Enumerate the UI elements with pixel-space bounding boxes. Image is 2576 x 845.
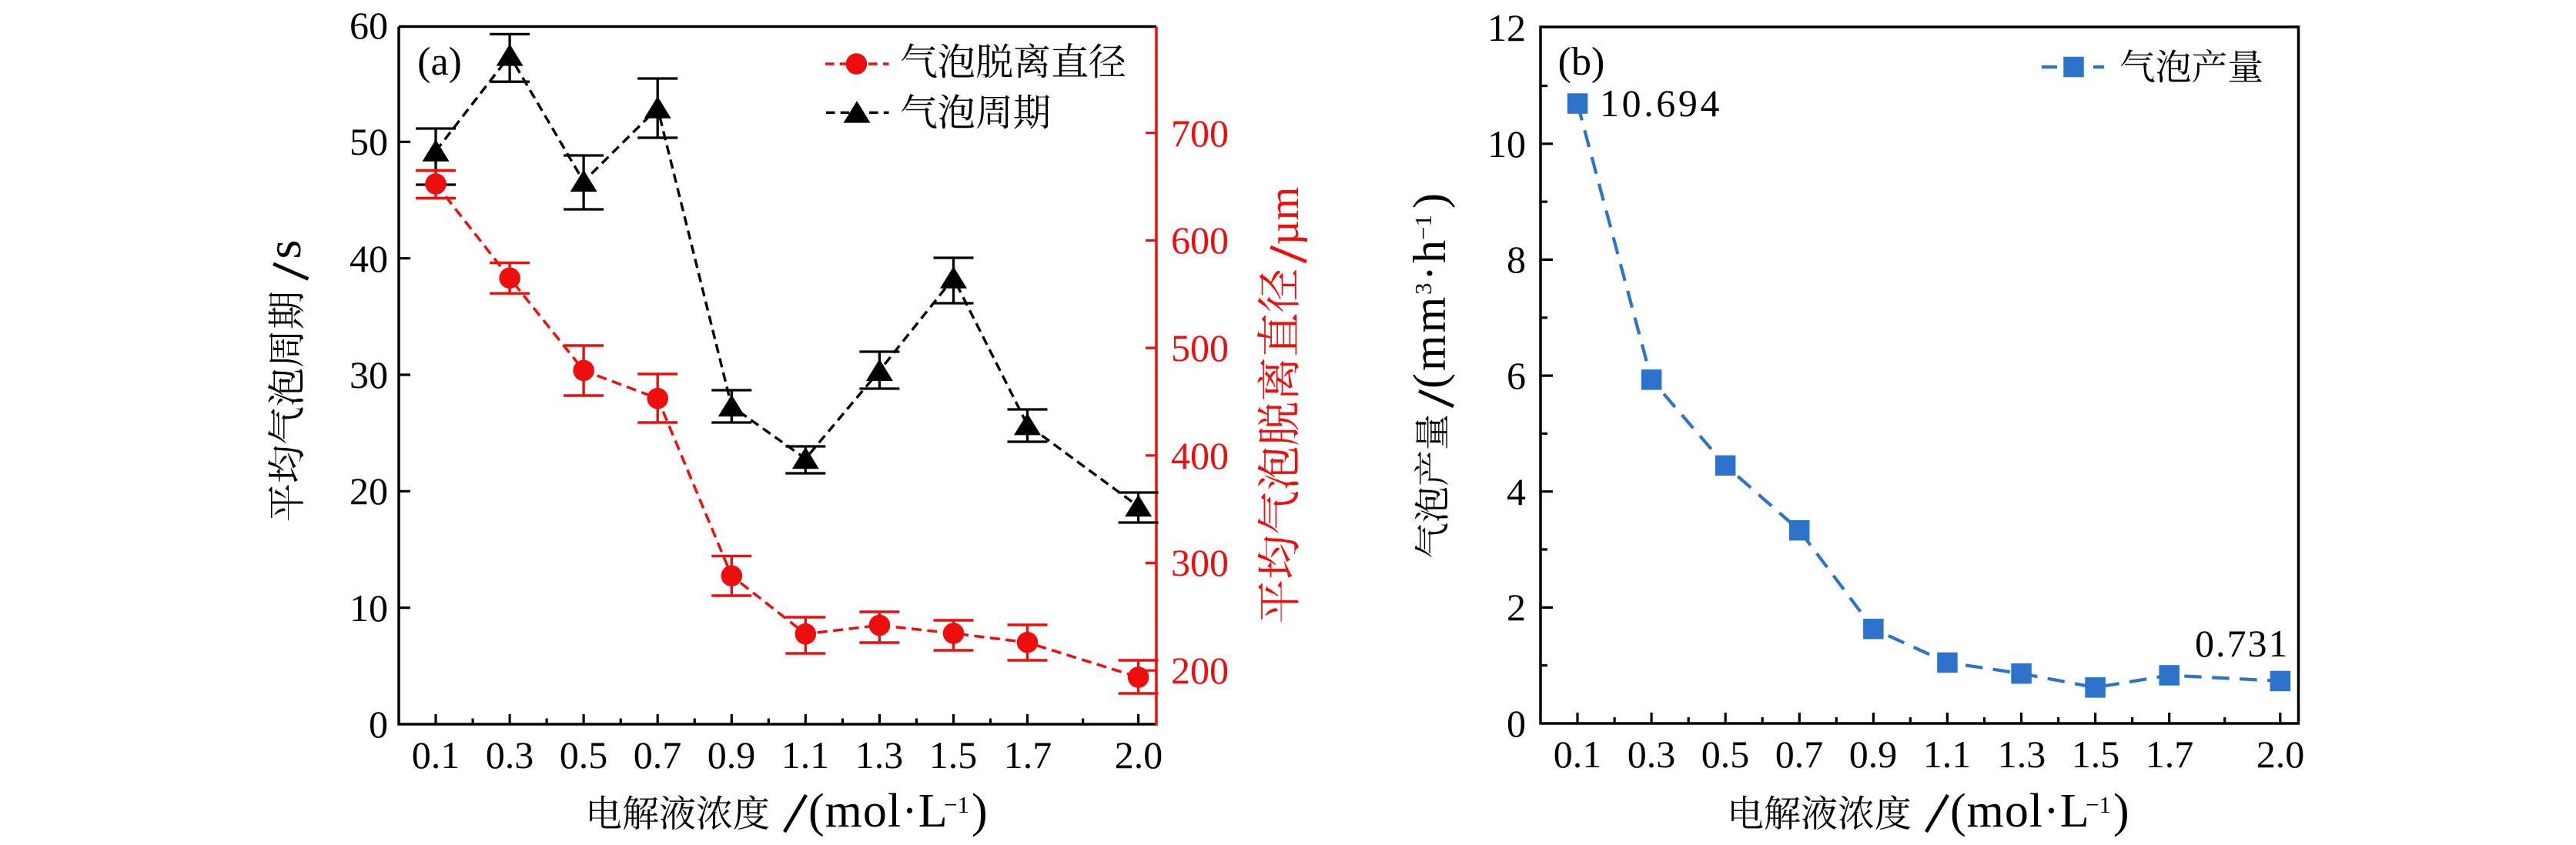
svg-text:0.1: 0.1	[412, 733, 460, 777]
svg-text:0.5: 0.5	[1701, 733, 1750, 776]
svg-text:10.694: 10.694	[1600, 82, 1722, 125]
svg-text:1.1: 1.1	[1923, 733, 1972, 776]
svg-text:50: 50	[350, 120, 388, 163]
svg-text:1.7: 1.7	[2146, 733, 2194, 776]
svg-text:0.9: 0.9	[708, 733, 756, 777]
svg-text:700: 700	[1171, 112, 1229, 155]
svg-text:400: 400	[1171, 434, 1229, 477]
svg-text:(b): (b)	[1558, 40, 1605, 84]
svg-text:(mol·L: (mol·L	[808, 785, 948, 837]
svg-text:−1: −1	[944, 791, 969, 818]
svg-text:1.5: 1.5	[2072, 733, 2120, 776]
svg-text:·h: ·h	[1404, 238, 1455, 281]
svg-text:1.3: 1.3	[855, 733, 904, 777]
svg-text:0.3: 0.3	[486, 733, 534, 777]
svg-text:µm: µm	[1260, 187, 1308, 245]
svg-text:10: 10	[1487, 122, 1526, 165]
svg-text:30: 30	[350, 353, 388, 396]
svg-text:3: 3	[1410, 283, 1437, 296]
svg-text:(mol·L: (mol·L	[1950, 785, 2090, 837]
svg-text:−1: −1	[1410, 215, 1437, 240]
svg-text:0.5: 0.5	[560, 733, 608, 777]
svg-text:500: 500	[1171, 326, 1229, 369]
svg-text:1.3: 1.3	[1998, 733, 2046, 776]
svg-text:40: 40	[350, 237, 388, 280]
svg-text:2: 2	[1507, 586, 1526, 629]
svg-text:20: 20	[350, 469, 388, 513]
svg-text:(a): (a)	[417, 40, 462, 84]
svg-text:0: 0	[1507, 702, 1526, 745]
svg-text:0.3: 0.3	[1628, 733, 1676, 776]
svg-text:(mm: (mm	[1404, 295, 1455, 389]
svg-text:300: 300	[1171, 541, 1229, 584]
svg-text:12: 12	[1487, 6, 1526, 49]
svg-text:1.5: 1.5	[929, 733, 978, 777]
svg-text:4: 4	[1507, 470, 1526, 513]
svg-text:s: s	[256, 240, 311, 259]
svg-text:2.0: 2.0	[2257, 733, 2305, 776]
svg-text:6: 6	[1507, 354, 1526, 397]
svg-text:2.0: 2.0	[1115, 733, 1163, 777]
svg-text:1.7: 1.7	[1004, 733, 1052, 777]
svg-text:60: 60	[350, 4, 388, 47]
svg-text:200: 200	[1171, 649, 1229, 692]
svg-text:): )	[2113, 785, 2129, 837]
svg-text:): )	[1404, 193, 1455, 209]
svg-text:10: 10	[350, 586, 388, 630]
svg-text:600: 600	[1171, 219, 1229, 262]
svg-text:0.7: 0.7	[1775, 733, 1824, 776]
svg-text:0: 0	[369, 703, 388, 746]
svg-text:0.731: 0.731	[2195, 622, 2290, 665]
svg-text:0.7: 0.7	[634, 733, 682, 777]
svg-text:8: 8	[1507, 238, 1526, 281]
svg-text:1.1: 1.1	[781, 733, 830, 777]
svg-text:0.1: 0.1	[1554, 733, 1602, 776]
svg-text:−1: −1	[2086, 791, 2111, 818]
svg-text:0.9: 0.9	[1849, 733, 1898, 776]
svg-text:): )	[972, 785, 988, 837]
